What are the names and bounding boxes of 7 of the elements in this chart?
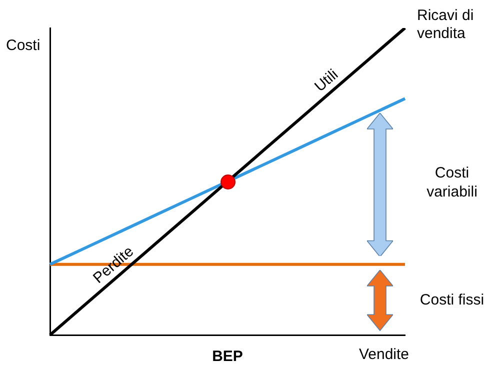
text: Costi variabili xyxy=(426,164,478,200)
text: BEP xyxy=(212,348,243,365)
y-axis-title: Costi xyxy=(6,37,40,54)
annotation: Utili xyxy=(311,66,342,96)
text: Costi fissi xyxy=(420,292,484,309)
x-axis-title: Vendite xyxy=(358,346,409,363)
series-label: Ricavi di vendita xyxy=(417,7,474,42)
